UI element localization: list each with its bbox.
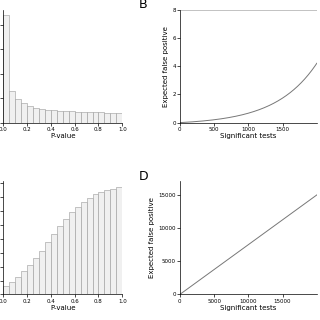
Bar [45,242,51,294]
Bar [21,271,27,294]
Bar [75,112,81,123]
Bar [9,91,15,123]
X-axis label: Significant tests: Significant tests [220,133,276,139]
Bar [110,189,116,294]
Bar [39,109,45,123]
X-axis label: P-value: P-value [50,305,76,311]
Bar [116,113,122,123]
Bar [39,251,45,294]
Bar [81,202,86,294]
Bar [3,15,9,123]
Bar [15,99,21,123]
Bar [63,220,69,294]
Y-axis label: Expected false positive: Expected false positive [149,197,156,278]
Bar [92,112,99,123]
Bar [15,277,21,294]
Bar [86,198,92,294]
Bar [21,103,27,123]
Y-axis label: Expected false positive: Expected false positive [164,26,169,107]
Bar [81,112,86,123]
Bar [69,111,75,123]
X-axis label: Significant tests: Significant tests [220,305,276,311]
Bar [27,265,33,294]
Bar [63,111,69,123]
Bar [33,108,39,123]
Bar [86,112,92,123]
Bar [99,112,104,123]
Bar [27,106,33,123]
Bar [45,110,51,123]
X-axis label: P-value: P-value [50,133,76,139]
Bar [9,282,15,294]
Text: B: B [139,0,148,11]
Bar [69,212,75,294]
Bar [104,113,110,123]
Bar [57,111,63,123]
Bar [75,207,81,294]
Bar [104,190,110,294]
Bar [51,234,57,294]
Bar [116,187,122,294]
Bar [3,286,9,294]
Bar [99,192,104,294]
Bar [110,113,116,123]
Bar [92,195,99,294]
Bar [57,226,63,294]
Bar [51,110,57,123]
Text: D: D [139,170,148,183]
Bar [33,258,39,294]
